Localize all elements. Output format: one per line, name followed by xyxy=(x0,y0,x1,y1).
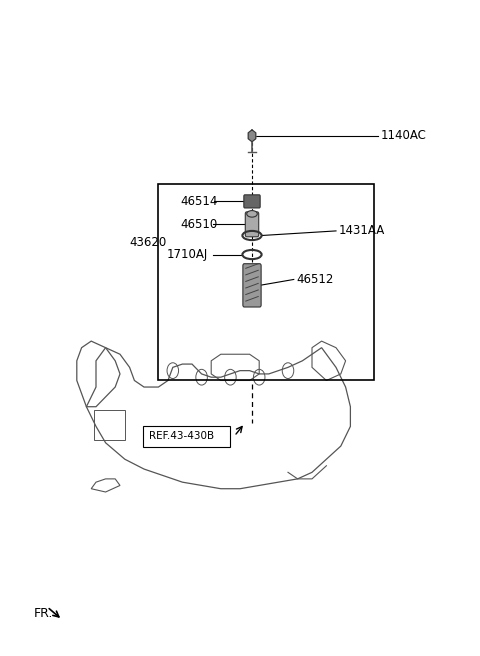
FancyBboxPatch shape xyxy=(244,195,260,208)
Text: 1140AC: 1140AC xyxy=(381,129,427,142)
Text: REF.43-430B: REF.43-430B xyxy=(149,431,214,441)
Ellipse shape xyxy=(247,211,257,217)
FancyBboxPatch shape xyxy=(243,264,261,307)
Text: 46512: 46512 xyxy=(296,273,334,286)
Text: 1431AA: 1431AA xyxy=(338,224,384,237)
Text: 43620: 43620 xyxy=(130,236,167,249)
FancyBboxPatch shape xyxy=(143,426,230,447)
FancyBboxPatch shape xyxy=(245,212,259,237)
Text: 46514: 46514 xyxy=(180,195,217,208)
Text: 46510: 46510 xyxy=(180,218,217,231)
Bar xyxy=(158,184,374,380)
Text: FR.: FR. xyxy=(34,607,53,620)
Polygon shape xyxy=(248,130,256,142)
Text: 1710AJ: 1710AJ xyxy=(167,248,208,261)
